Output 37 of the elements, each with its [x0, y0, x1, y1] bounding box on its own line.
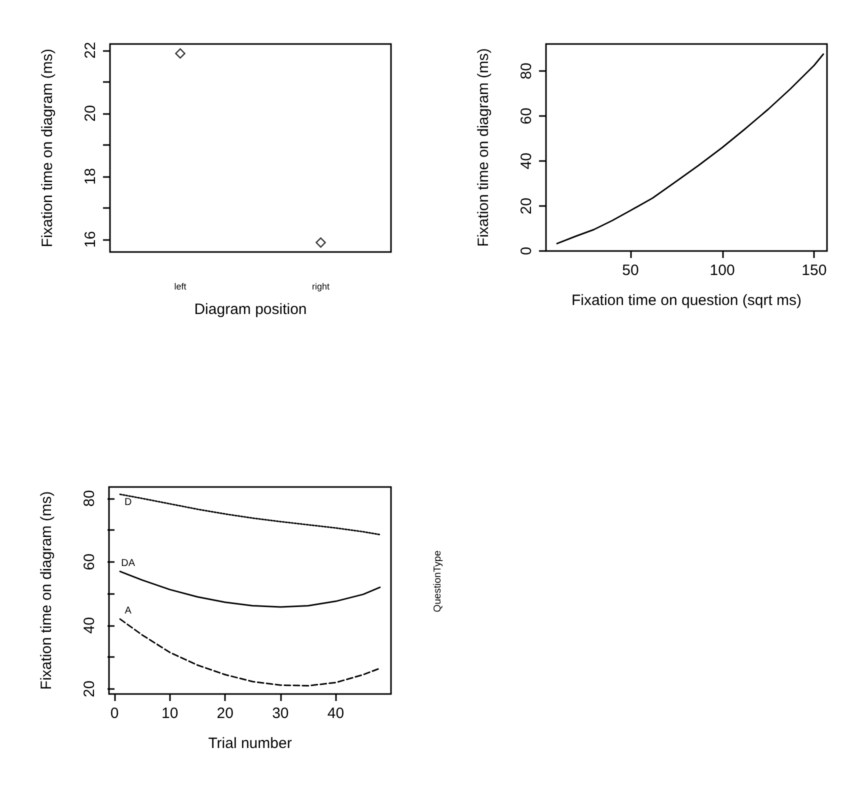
x-tick-label: 0 [110, 705, 119, 722]
series-label: DA [121, 558, 136, 569]
y-tick-label: 16 [82, 231, 99, 248]
text: QuestionType [432, 550, 444, 612]
y-tick-label: 80 [518, 62, 535, 80]
x-axis-title: Fixation time on question (sqrt ms) [571, 292, 802, 309]
y-tick-label: 22 [82, 42, 99, 59]
line-series [119, 570, 381, 608]
y-tick-label: 60 [81, 554, 98, 570]
x-tick-label: 10 [161, 705, 178, 722]
line-series [119, 494, 381, 536]
x-axis-title: Trial number [208, 735, 292, 752]
x-tick-label: 30 [272, 705, 289, 722]
x-tick-label: 150 [802, 262, 827, 279]
x-tick-label: 50 [622, 262, 639, 279]
series-label: A [124, 606, 132, 617]
y-tick-label: 20 [82, 104, 99, 122]
series-label: D [124, 496, 132, 508]
x-tick-label: 20 [216, 705, 234, 722]
y-tick-label: 18 [82, 168, 99, 185]
y-axis-title: Fixation time on diagram (ms) [475, 48, 492, 247]
y-tick-label: 40 [518, 152, 535, 170]
y-axis-title: Fixation time on diagram (ms) [38, 491, 55, 690]
y-tick-label: 60 [518, 108, 535, 124]
line-series [556, 53, 824, 244]
y-axis-title: Fixation time on diagram (ms) [39, 48, 56, 248]
x-tick-label: 40 [327, 705, 344, 722]
x-tick-label: left [174, 282, 187, 292]
line-series [119, 618, 381, 686]
y-tick-label: 0 [518, 246, 535, 256]
x-tick-label: right [312, 282, 330, 292]
x-tick-label: 100 [710, 262, 735, 279]
y-tick-label: 20 [518, 198, 535, 214]
y-tick-label: 80 [81, 490, 98, 507]
x-axis-title: Diagram position [194, 301, 307, 318]
y-tick-label: 20 [81, 680, 98, 698]
y-tick-label: 40 [81, 617, 98, 634]
